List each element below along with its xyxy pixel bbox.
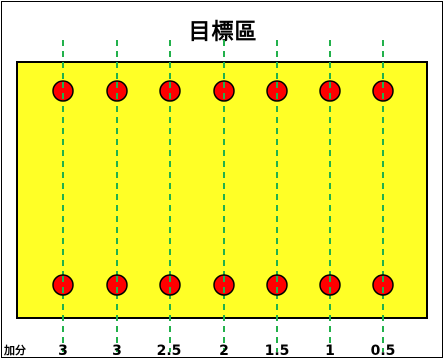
target-dot-top-1 — [52, 80, 74, 102]
target-dot-bottom-4 — [213, 274, 235, 296]
target-dot-top-5 — [266, 80, 288, 102]
score-label-1: 3 — [58, 343, 68, 359]
score-label-3: 2.5 — [156, 343, 182, 359]
target-dot-top-7 — [372, 80, 394, 102]
target-dot-top-2 — [106, 80, 128, 102]
score-label-7: 0.5 — [370, 343, 396, 359]
target-dot-bottom-3 — [159, 274, 181, 296]
target-dot-top-4 — [213, 80, 235, 102]
score-prefix-label: 加分 — [4, 344, 26, 357]
score-label-5: 1.5 — [264, 343, 290, 359]
target-dot-top-3 — [159, 80, 181, 102]
target-dot-bottom-5 — [266, 274, 288, 296]
score-label-2: 3 — [112, 343, 122, 359]
diagram-title: 目標區 — [188, 20, 258, 45]
target-dot-top-6 — [319, 80, 341, 102]
score-label-4: 2 — [219, 343, 229, 359]
target-dot-bottom-2 — [106, 274, 128, 296]
score-label-6: 1 — [325, 343, 335, 359]
target-dot-bottom-7 — [372, 274, 394, 296]
target-dot-bottom-1 — [52, 274, 74, 296]
target-dot-bottom-6 — [319, 274, 341, 296]
